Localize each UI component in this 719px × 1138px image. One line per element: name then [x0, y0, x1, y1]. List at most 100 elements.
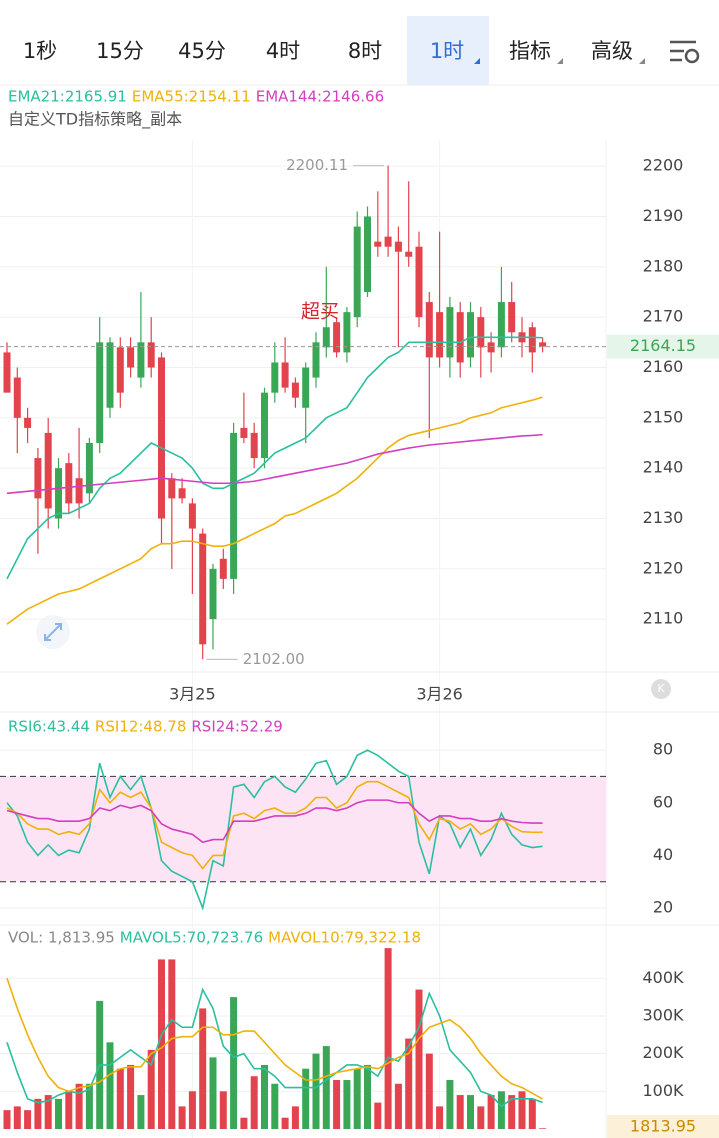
volume-bar — [106, 1042, 114, 1129]
candle-body — [477, 317, 485, 348]
volume-bar — [508, 1095, 516, 1129]
indicator-line — [6, 978, 543, 1100]
candle-body — [302, 367, 310, 408]
legend-entry: EMA21:2165.91 — [8, 88, 127, 106]
volume-bar — [333, 1080, 341, 1129]
volume-bar — [364, 1064, 371, 1129]
tab[interactable]: 指标 — [509, 39, 551, 63]
volume-bar — [199, 1008, 207, 1129]
candle-body — [384, 236, 392, 247]
volume-bar — [415, 989, 423, 1129]
volume-bar — [219, 1091, 227, 1129]
current-price-label: 2164.15 — [630, 336, 696, 355]
tab[interactable]: 15分 — [96, 39, 144, 63]
candle-body — [13, 377, 21, 418]
volume-bar — [24, 1110, 32, 1129]
settings-icon[interactable] — [670, 40, 700, 64]
candle-body — [261, 392, 268, 459]
expand-icon[interactable] — [36, 615, 70, 649]
y-tick-label: 80 — [653, 740, 673, 759]
candle-body — [528, 327, 536, 353]
volume-bar — [353, 1068, 361, 1129]
y-tick-label: 2130 — [643, 508, 684, 527]
annotation: 超买 — [301, 301, 339, 323]
indicator-line — [6, 433, 543, 495]
indicator-line — [6, 336, 543, 580]
volume-bar — [75, 1083, 83, 1129]
candle-body — [96, 342, 104, 443]
volume-bar — [394, 1083, 402, 1129]
y-tick-label: 2150 — [643, 407, 684, 426]
candle-body — [116, 347, 124, 393]
y-tick-label: 2200 — [643, 156, 684, 175]
candle-body — [24, 417, 32, 428]
volume-bar — [168, 959, 176, 1129]
volume-bar — [158, 959, 165, 1129]
volume-bar — [85, 1083, 93, 1129]
volume-bar — [188, 1091, 196, 1129]
candle-body — [137, 342, 145, 378]
candle-body — [158, 357, 165, 519]
volume-bar — [127, 1064, 135, 1129]
y-tick-label: 2140 — [643, 458, 684, 477]
collapse-icon-glyph: K — [657, 682, 665, 695]
candle-body — [291, 382, 299, 398]
volume-bar — [55, 1098, 62, 1129]
candle-body — [446, 307, 454, 358]
volume-bar — [374, 1102, 382, 1129]
x-tick-label: 3月26 — [416, 685, 463, 704]
volume-bar — [281, 1117, 289, 1129]
candle-body — [281, 362, 289, 388]
candle-body — [374, 241, 382, 247]
legend-entry: RSI6:43.44 — [8, 718, 90, 736]
y-tick-label: 20 — [653, 898, 673, 917]
volume-bar — [343, 1080, 351, 1129]
tab[interactable]: 1秒 — [23, 39, 57, 63]
volume-bar — [13, 1106, 21, 1129]
legend-entry: EMA55:2154.11 — [132, 88, 251, 106]
volume-bar — [240, 1117, 248, 1129]
y-tick-label: 2110 — [643, 609, 684, 628]
legend-entry: MAVOL5:70,723.76 — [120, 929, 263, 947]
candle-body — [343, 312, 351, 353]
volume-bar — [291, 1106, 299, 1129]
candle-body — [425, 302, 433, 358]
candle-body — [219, 558, 227, 579]
candle-body — [497, 302, 505, 348]
tab[interactable]: 高级 — [591, 39, 633, 63]
collapse-icon[interactable] — [651, 679, 671, 699]
candle-body — [55, 468, 62, 519]
volume-bar — [271, 1083, 279, 1129]
min-label: 2102.00 — [243, 650, 305, 668]
legend-entry: MAVOL10:79,322.18 — [268, 929, 421, 947]
y-tick-label: 2160 — [643, 357, 684, 376]
tab[interactable]: 4时 — [266, 39, 300, 63]
volume-bar — [44, 1095, 52, 1129]
candle-body — [230, 432, 238, 579]
volume-bar — [477, 1106, 485, 1129]
volume-bar — [34, 1098, 42, 1129]
candle-body — [271, 362, 279, 393]
candle-body — [508, 302, 516, 333]
volume-bar — [261, 1064, 268, 1129]
current-volume-label: 1813.95 — [630, 1117, 696, 1136]
tab[interactable]: 8时 — [348, 39, 382, 63]
tab[interactable]: 1时 — [430, 39, 464, 63]
candle-body — [539, 342, 547, 347]
candle-body — [415, 246, 423, 318]
candle-body — [127, 347, 135, 368]
tab[interactable]: 45分 — [178, 39, 226, 63]
candle-body — [405, 251, 413, 257]
candle-body — [240, 427, 248, 438]
candle-body — [467, 312, 474, 358]
y-tick-label: 2170 — [643, 307, 684, 326]
legend-entry: RSI24:52.29 — [191, 718, 282, 736]
x-tick-label: 3月25 — [169, 685, 216, 704]
candle-body — [3, 352, 11, 393]
indicator-line — [6, 799, 543, 844]
candle-body — [487, 342, 495, 353]
dropdown-triangle — [639, 58, 645, 64]
indicator-line — [6, 780, 543, 870]
candle-body — [44, 432, 52, 509]
